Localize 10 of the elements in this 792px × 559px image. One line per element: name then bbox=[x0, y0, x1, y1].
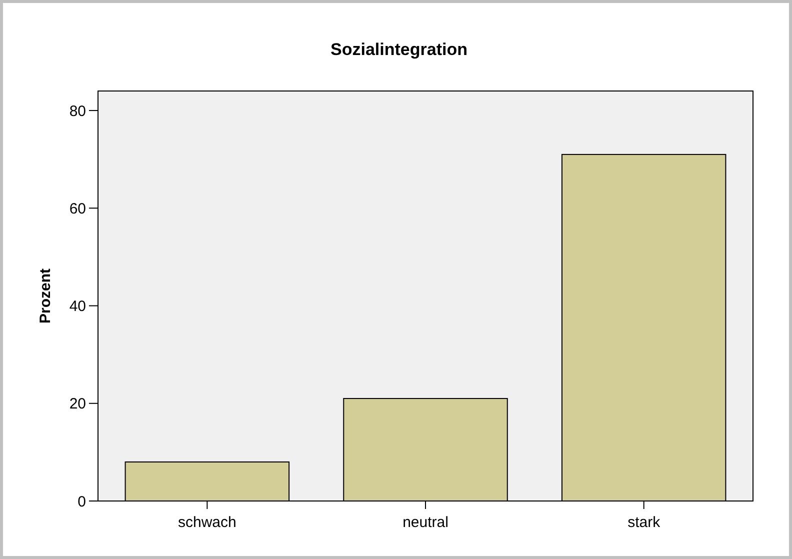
chart-title: Sozialintegration bbox=[330, 40, 468, 59]
y-tick-label: 40 bbox=[69, 298, 86, 316]
y-tick-label: 60 bbox=[69, 200, 86, 218]
x-tick-label: stark bbox=[628, 514, 661, 531]
y-tick-label: 0 bbox=[78, 493, 86, 510]
y-axis-title: Prozent bbox=[37, 268, 54, 324]
x-tick-label: schwach bbox=[178, 514, 236, 531]
x-tick-label: neutral bbox=[402, 514, 448, 531]
y-tick-label: 20 bbox=[69, 396, 86, 413]
y-tick-label: 80 bbox=[69, 102, 86, 120]
